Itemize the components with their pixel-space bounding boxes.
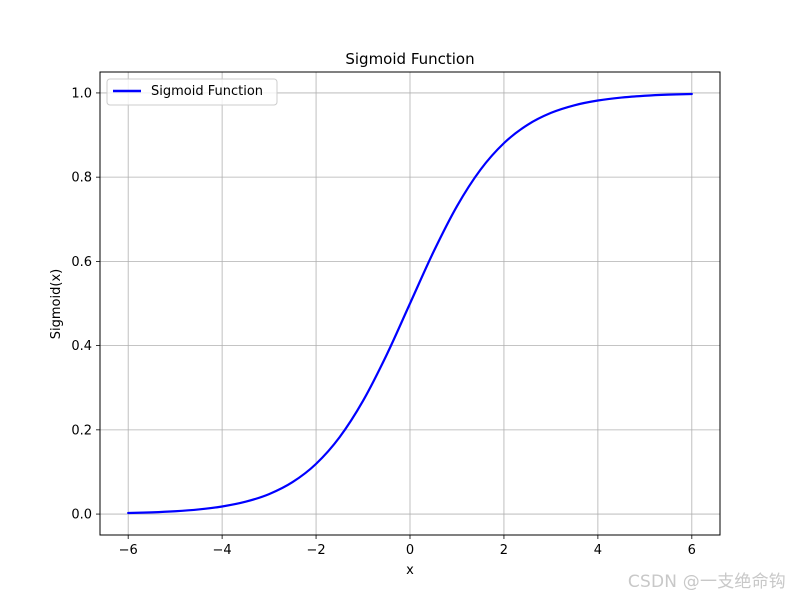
y-tick-label: 0.6 bbox=[71, 255, 92, 270]
x-tick-label: 4 bbox=[594, 543, 602, 558]
x-tick-label: −4 bbox=[213, 543, 232, 558]
x-tick-label: 0 bbox=[406, 543, 414, 558]
legend-box bbox=[106, 78, 278, 106]
plot-area bbox=[127, 92, 693, 515]
x-tick-label: 6 bbox=[688, 543, 696, 558]
y-tick-label: 0.2 bbox=[71, 423, 92, 438]
y-axis-label: Sigmoid(x) bbox=[49, 269, 64, 339]
ticks: −6 −4 −2 0 2 4 6 0.0 0.2 0.4 0.6 0.8 1.0 bbox=[71, 86, 696, 558]
grid bbox=[100, 72, 720, 535]
chart-title: Sigmoid Function bbox=[345, 50, 474, 68]
y-tick-label: 0.8 bbox=[71, 171, 92, 186]
series-line-sigmoid bbox=[127, 92, 693, 515]
watermark: CSDN @一支绝命钩 bbox=[627, 572, 786, 592]
y-tick-label: 1.0 bbox=[71, 86, 92, 101]
y-tick-label: 0.4 bbox=[71, 339, 92, 354]
legend-label: Sigmoid Function bbox=[151, 84, 263, 99]
legend: Sigmoid Function bbox=[106, 78, 278, 106]
x-tick-label: 2 bbox=[500, 543, 508, 558]
y-tick-label: 0.0 bbox=[71, 508, 92, 523]
x-tick-label: −6 bbox=[119, 543, 138, 558]
x-tick-label: −2 bbox=[306, 543, 325, 558]
x-axis-label: x bbox=[406, 563, 414, 578]
